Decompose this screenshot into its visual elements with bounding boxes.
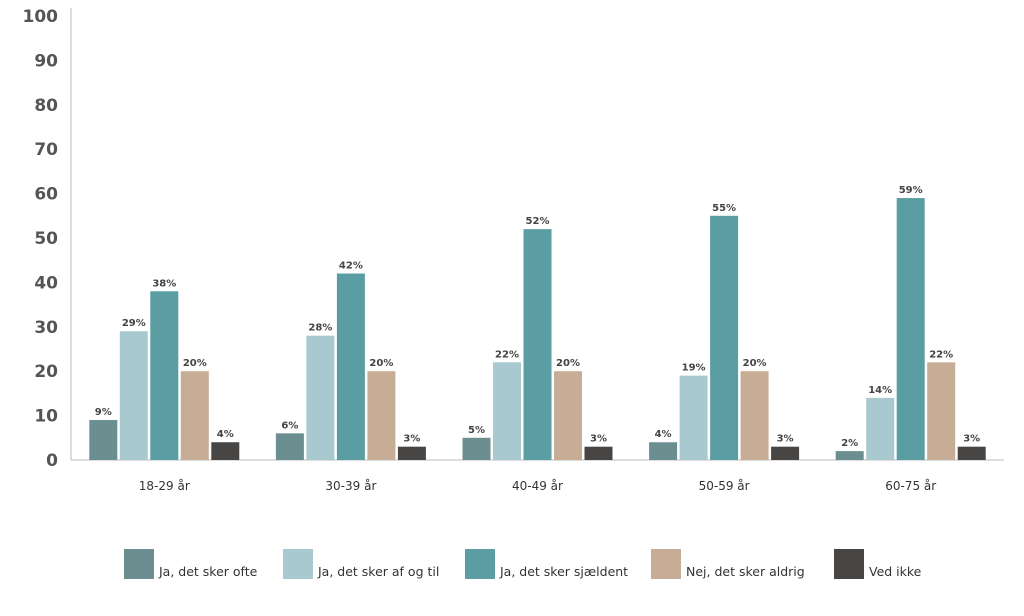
legend-swatch — [834, 549, 864, 579]
y-tick-label: 50 — [34, 229, 58, 249]
data-label: 14% — [868, 385, 892, 396]
bar — [493, 362, 521, 460]
data-label: 2% — [841, 438, 858, 449]
data-label: 42% — [339, 261, 363, 272]
x-tick-label: 40-49 år — [512, 479, 563, 493]
bar — [740, 371, 769, 460]
y-tick-label: 0 — [46, 451, 58, 471]
bar — [554, 371, 582, 460]
x-tick-label: 30-39 år — [325, 479, 376, 493]
y-tick-label: 30 — [34, 318, 58, 338]
data-label: 20% — [556, 358, 580, 369]
bar — [771, 446, 800, 460]
data-label: 5% — [468, 425, 485, 436]
data-label: 20% — [369, 358, 393, 369]
bar — [679, 375, 708, 460]
data-label: 19% — [682, 363, 706, 374]
data-label: 22% — [495, 349, 519, 360]
y-tick-label: 90 — [34, 51, 58, 71]
legend-label: Ja, det sker sjældent — [499, 564, 628, 579]
bar — [275, 433, 304, 460]
data-label: 38% — [152, 278, 176, 289]
data-label: 55% — [712, 203, 736, 214]
y-axis: 0 10 20 30 40 50 60 70 80 90 100 — [23, 7, 72, 471]
bar — [119, 331, 148, 460]
data-label: 22% — [929, 349, 953, 360]
data-label: 20% — [183, 358, 207, 369]
legend: Ja, det sker ofte Ja, det sker af og til J… — [124, 549, 922, 579]
y-tick-label: 80 — [34, 96, 58, 116]
bar — [462, 437, 491, 460]
y-tick-label: 20 — [34, 362, 58, 382]
bar — [927, 362, 956, 460]
x-tick-label: 18-29 år — [139, 479, 190, 493]
bar — [584, 446, 613, 460]
data-labels: 9% 29% 38% 20% 4% 6% 28% 42% 20% 3% 5% 22% 52% 20% 3% 4… — [95, 185, 980, 449]
legend-swatch — [124, 549, 154, 579]
legend-label: Ved ikke — [869, 564, 922, 579]
data-label: 20% — [743, 358, 767, 369]
y-tick-label: 60 — [34, 185, 58, 205]
data-label: 59% — [899, 185, 923, 196]
bar — [211, 442, 240, 460]
data-label: 4% — [655, 429, 672, 440]
data-label: 4% — [217, 429, 234, 440]
data-label: 3% — [963, 434, 980, 445]
bar — [523, 229, 552, 460]
legend-label: Ja, det sker ofte — [158, 564, 258, 579]
bar — [397, 446, 426, 460]
x-tick-label: 50-59 år — [699, 479, 750, 493]
bar — [896, 198, 925, 461]
y-tick-label: 70 — [34, 140, 58, 160]
legend-swatch — [651, 549, 681, 579]
bar — [649, 442, 678, 460]
legend-label: Ja, det sker af og til — [317, 564, 439, 579]
data-label: 29% — [122, 318, 146, 329]
bar — [180, 371, 209, 460]
data-label: 28% — [308, 323, 332, 334]
y-tick-label: 40 — [34, 273, 58, 293]
bar — [367, 371, 396, 460]
legend-label: Nej, det sker aldrig — [686, 564, 805, 579]
bar — [866, 397, 895, 460]
data-label: 6% — [281, 420, 298, 431]
bars — [89, 198, 986, 461]
bar — [89, 420, 118, 460]
legend-swatch — [283, 549, 313, 579]
bar — [710, 215, 739, 460]
bar — [150, 291, 179, 460]
bar — [336, 273, 365, 460]
legend-swatch — [465, 549, 495, 579]
data-label: 3% — [777, 434, 794, 445]
y-tick-label: 100 — [23, 7, 59, 27]
data-label: 9% — [95, 407, 112, 418]
bar — [957, 446, 986, 460]
data-label: 3% — [590, 434, 607, 445]
data-label: 3% — [403, 434, 420, 445]
bar — [306, 335, 335, 460]
data-label: 52% — [526, 216, 550, 227]
bar — [835, 451, 864, 460]
x-axis: 18-29 år 30-39 år 40-49 år 50-59 år 60-75 år — [71, 459, 1004, 493]
x-tick-label: 60-75 år — [885, 479, 936, 493]
y-tick-label: 10 — [34, 407, 58, 427]
